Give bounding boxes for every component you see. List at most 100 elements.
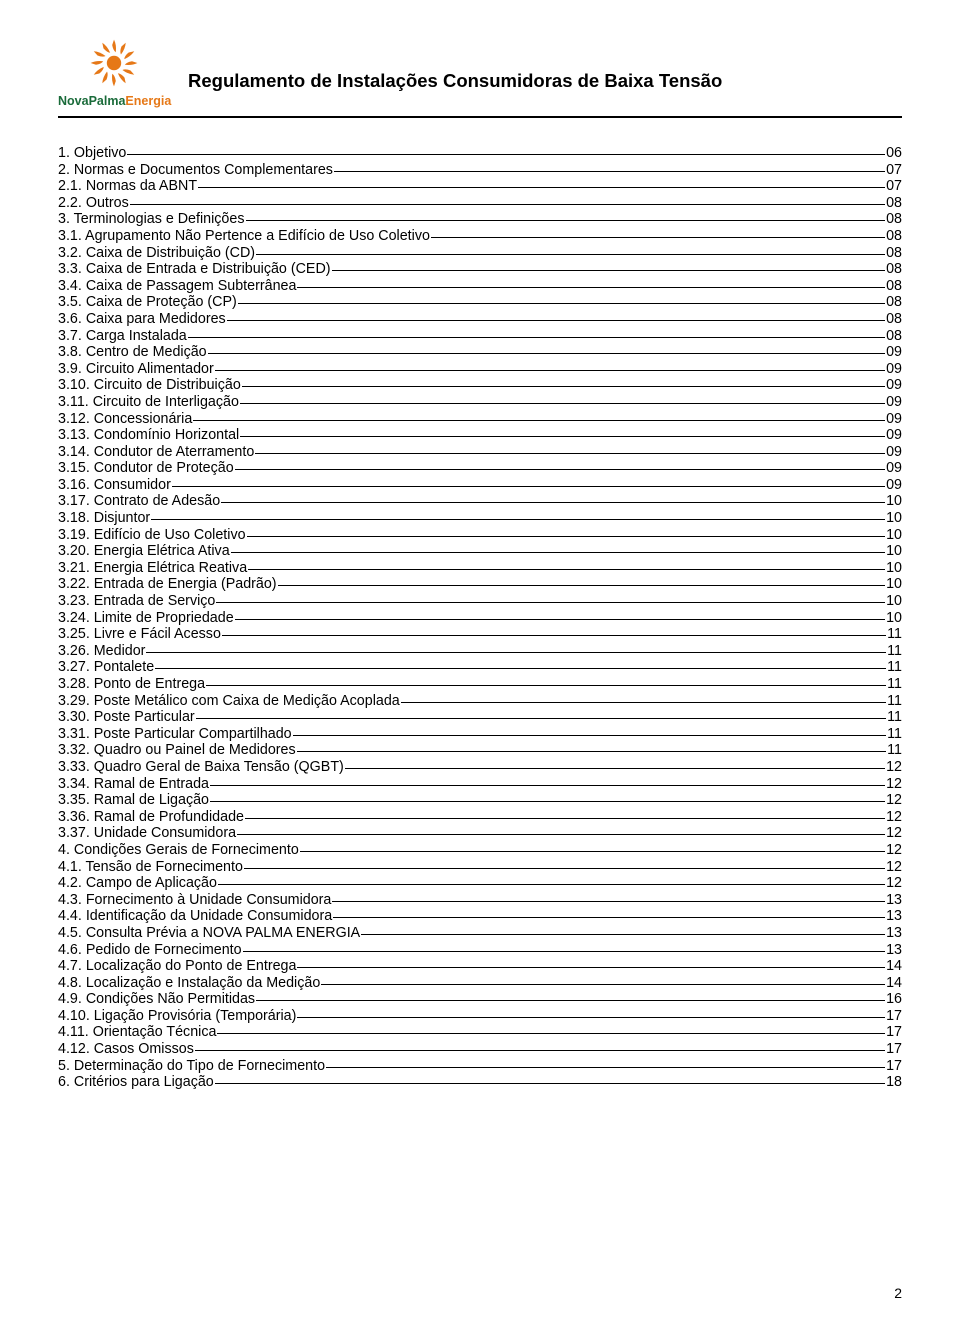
toc-row: 3.8. Centro de Medição09 bbox=[58, 345, 902, 359]
toc-label: 4.10. Ligação Provisória (Temporária) bbox=[58, 1009, 296, 1023]
toc-row: 3. Terminologias e Definições08 bbox=[58, 212, 902, 226]
toc-row: 3.28. Ponto de Entrega11 bbox=[58, 677, 902, 691]
toc-row: 3.15. Condutor de Proteção09 bbox=[58, 461, 902, 475]
page-header: NovaPalmaEnergia Regulamento de Instalaç… bbox=[58, 36, 902, 108]
toc-leader-line bbox=[256, 1000, 885, 1001]
toc-label: 4.3. Fornecimento à Unidade Consumidora bbox=[58, 893, 331, 907]
toc-label: 4.1. Tensão de Fornecimento bbox=[58, 860, 243, 874]
toc-leader-line bbox=[146, 652, 886, 653]
toc-page-number: 12 bbox=[886, 760, 902, 774]
toc-label: 3.17. Contrato de Adesão bbox=[58, 494, 220, 508]
toc-leader-line bbox=[155, 668, 886, 669]
logo-part-energia: Energia bbox=[125, 94, 171, 108]
toc-leader-line bbox=[345, 768, 885, 769]
toc-row: 3.4. Caixa de Passagem Subterrânea08 bbox=[58, 279, 902, 293]
toc-row: 3.5. Caixa de Proteção (CP)08 bbox=[58, 295, 902, 309]
toc-row: 1. Objetivo06 bbox=[58, 146, 902, 160]
toc-page-number: 11 bbox=[887, 694, 902, 708]
toc-row: 3.13. Condomínio Horizontal09 bbox=[58, 428, 902, 442]
toc-label: 3.2. Caixa de Distribuição (CD) bbox=[58, 246, 255, 260]
toc-row: 3.31. Poste Particular Compartilhado11 bbox=[58, 727, 902, 741]
toc-page-number: 08 bbox=[886, 212, 902, 226]
page-number: 2 bbox=[894, 1285, 902, 1301]
toc-page-number: 10 bbox=[886, 611, 902, 625]
toc-label: 3.20. Energia Elétrica Ativa bbox=[58, 544, 230, 558]
toc-row: 4.8. Localização e Instalação da Medição… bbox=[58, 976, 902, 990]
toc-page-number: 12 bbox=[886, 793, 902, 807]
toc-row: 3.23. Entrada de Serviço10 bbox=[58, 594, 902, 608]
toc-page-number: 10 bbox=[886, 544, 902, 558]
logo-part-palma: Palma bbox=[89, 94, 126, 108]
toc-row: 3.32. Quadro ou Painel de Medidores11 bbox=[58, 743, 902, 757]
toc-label: 3.29. Poste Metálico com Caixa de Mediçã… bbox=[58, 694, 400, 708]
toc-label: 3.1. Agrupamento Não Pertence a Edifício… bbox=[58, 229, 430, 243]
toc-page-number: 09 bbox=[886, 478, 902, 492]
header-divider bbox=[58, 116, 902, 118]
toc-leader-line bbox=[247, 536, 886, 537]
toc-row: 3.37. Unidade Consumidora12 bbox=[58, 826, 902, 840]
toc-page-number: 14 bbox=[886, 976, 902, 990]
toc-leader-line bbox=[332, 270, 886, 271]
toc-page-number: 08 bbox=[886, 295, 902, 309]
toc-row: 4.4. Identificação da Unidade Consumidor… bbox=[58, 909, 902, 923]
toc-row: 3.17. Contrato de Adesão 10 bbox=[58, 494, 902, 508]
toc-leader-line bbox=[237, 834, 885, 835]
toc-row: 3.9. Circuito Alimentador09 bbox=[58, 362, 902, 376]
toc-leader-line bbox=[256, 254, 885, 255]
toc-label: 2.1. Normas da ABNT bbox=[58, 179, 197, 193]
toc-leader-line bbox=[332, 901, 885, 902]
toc-page-number: 09 bbox=[886, 428, 902, 442]
toc-leader-line bbox=[216, 602, 885, 603]
toc-leader-line bbox=[218, 884, 885, 885]
toc-leader-line bbox=[243, 951, 886, 952]
toc-row: 3.2. Caixa de Distribuição (CD)08 bbox=[58, 246, 902, 260]
toc-label: 4.11. Orientação Técnica bbox=[58, 1025, 216, 1039]
toc-row: 3.29. Poste Metálico com Caixa de Mediçã… bbox=[58, 694, 902, 708]
toc-label: 1. Objetivo bbox=[58, 146, 126, 160]
toc-leader-line bbox=[210, 801, 885, 802]
logo-brand-text: NovaPalmaEnergia bbox=[58, 94, 170, 108]
toc-leader-line bbox=[208, 353, 885, 354]
toc-label: 3.34. Ramal de Entrada bbox=[58, 777, 209, 791]
toc-row: 2.2. Outros08 bbox=[58, 196, 902, 210]
toc-row: 4.9. Condições Não Permitidas16 bbox=[58, 992, 902, 1006]
toc-label: 4.7. Localização do Ponto de Entrega bbox=[58, 959, 296, 973]
toc-leader-line bbox=[297, 1017, 885, 1018]
toc-label: 3.27. Pontalete bbox=[58, 660, 154, 674]
toc-page-number: 10 bbox=[886, 577, 902, 591]
toc-page-number: 08 bbox=[886, 262, 902, 276]
toc-page-number: 07 bbox=[886, 179, 902, 193]
toc-label: 3.9. Circuito Alimentador bbox=[58, 362, 214, 376]
toc-label: 3.14. Condutor de Aterramento bbox=[58, 445, 254, 459]
toc-row: 2.1. Normas da ABNT 07 bbox=[58, 179, 902, 193]
toc-label: 3.26. Medidor bbox=[58, 644, 145, 658]
toc-page-number: 11 bbox=[887, 627, 902, 641]
toc-label: 3.16. Consumidor bbox=[58, 478, 171, 492]
toc-leader-line bbox=[246, 220, 886, 221]
toc-row: 3.6. Caixa para Medidores 08 bbox=[58, 312, 902, 326]
toc-row: 4.6. Pedido de Fornecimento13 bbox=[58, 943, 902, 957]
toc-leader-line bbox=[297, 287, 885, 288]
toc-page-number: 08 bbox=[886, 312, 902, 326]
toc-row: 3.34. Ramal de Entrada12 bbox=[58, 777, 902, 791]
toc-page-number: 12 bbox=[886, 860, 902, 874]
toc-page-number: 14 bbox=[886, 959, 902, 973]
toc-row: 3.22. Entrada de Energia (Padrão)10 bbox=[58, 577, 902, 591]
toc-label: 3.6. Caixa para Medidores bbox=[58, 312, 226, 326]
toc-leader-line bbox=[215, 370, 885, 371]
toc-page-number: 11 bbox=[887, 710, 902, 724]
toc-label: 3.11. Circuito de Interligação bbox=[58, 395, 239, 409]
toc-page-number: 13 bbox=[886, 926, 902, 940]
toc-page-number: 09 bbox=[886, 378, 902, 392]
toc-label: 3.15. Condutor de Proteção bbox=[58, 461, 234, 475]
toc-leader-line bbox=[193, 420, 885, 421]
toc-page-number: 10 bbox=[886, 494, 902, 508]
toc-page-number: 12 bbox=[886, 843, 902, 857]
toc-row: 3.16. Consumidor 09 bbox=[58, 478, 902, 492]
toc-row: 3.24. Limite de Propriedade10 bbox=[58, 611, 902, 625]
toc-leader-line bbox=[278, 585, 886, 586]
toc-leader-line bbox=[217, 1033, 885, 1034]
toc-label: 3.23. Entrada de Serviço bbox=[58, 594, 215, 608]
toc-leader-line bbox=[242, 386, 885, 387]
toc-page-number: 17 bbox=[886, 1025, 902, 1039]
